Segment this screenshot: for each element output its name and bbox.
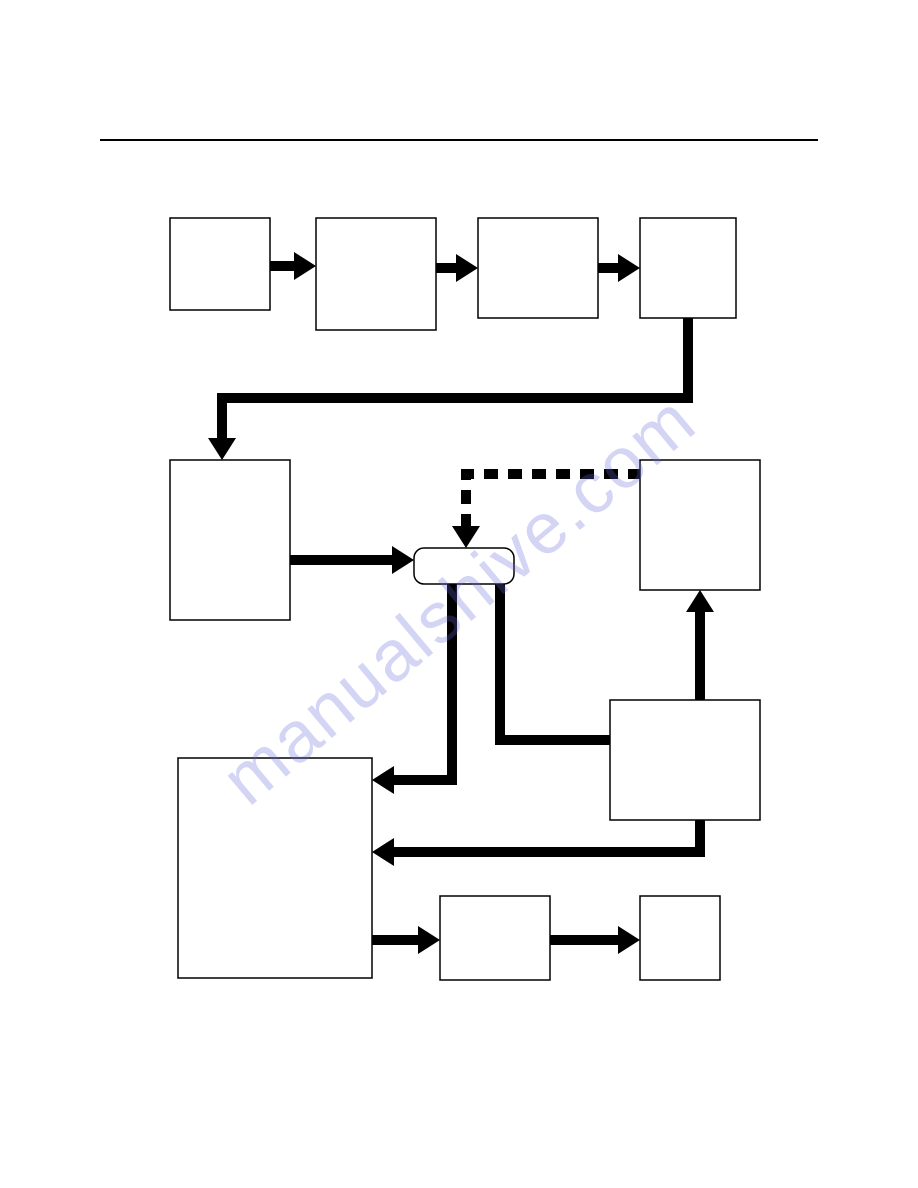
arrowhead-icon xyxy=(418,926,440,954)
flow-edge xyxy=(222,318,688,448)
flow-edge xyxy=(384,584,452,780)
flow-node xyxy=(170,218,270,310)
flowchart-canvas xyxy=(0,0,918,1188)
arrowhead-icon xyxy=(686,590,714,612)
arrowhead-icon xyxy=(392,546,414,574)
flow-node xyxy=(640,460,760,590)
flow-edge xyxy=(500,584,610,740)
arrowhead-icon xyxy=(452,526,480,548)
arrowhead-icon xyxy=(618,926,640,954)
flow-node xyxy=(170,460,290,620)
arrowhead-icon xyxy=(208,438,236,460)
flow-node xyxy=(178,758,372,978)
flow-node xyxy=(640,896,720,980)
flow-node xyxy=(610,700,760,820)
flow-node xyxy=(414,548,514,584)
arrowhead-icon xyxy=(456,254,478,282)
flow-node xyxy=(440,896,550,980)
arrowhead-icon xyxy=(294,252,316,280)
arrowhead-icon xyxy=(372,838,394,866)
flow-node xyxy=(640,218,736,318)
flow-edge xyxy=(384,820,700,852)
flow-node xyxy=(316,218,436,330)
arrowhead-icon xyxy=(372,766,394,794)
flow-node xyxy=(478,218,598,318)
arrowhead-icon xyxy=(618,254,640,282)
